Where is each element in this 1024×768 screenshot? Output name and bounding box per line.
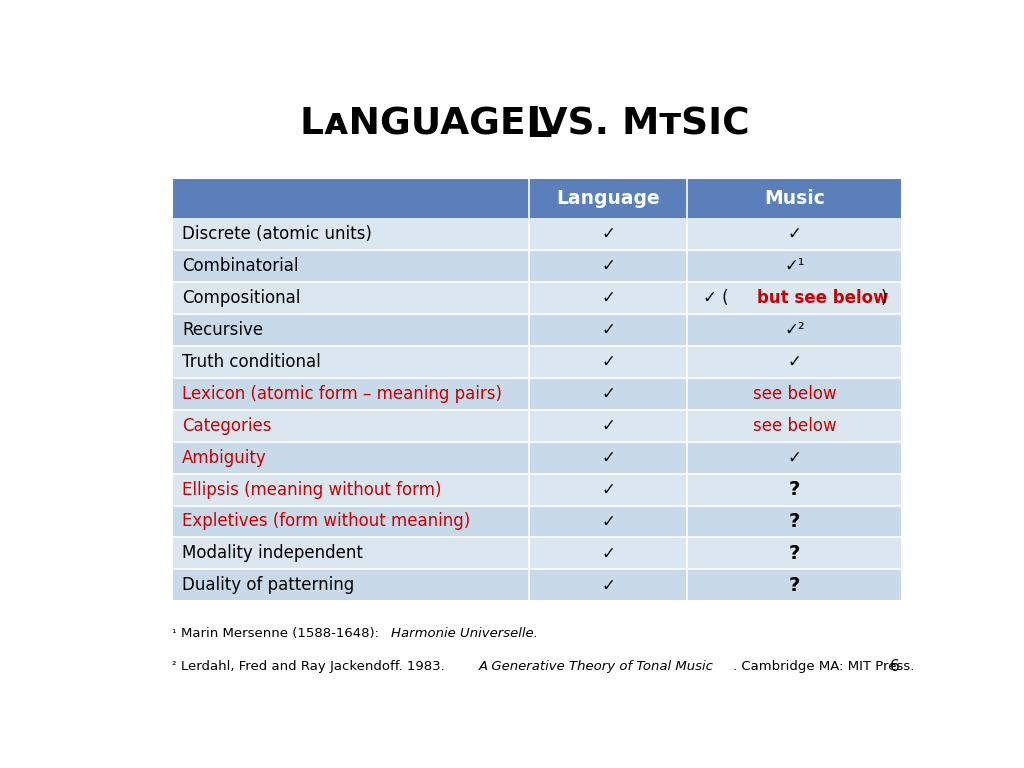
FancyBboxPatch shape [528,250,687,282]
Text: Marin Mersenne (1588-1648):: Marin Mersenne (1588-1648): [181,627,383,641]
FancyBboxPatch shape [172,314,528,346]
FancyBboxPatch shape [687,378,902,409]
Text: ✓: ✓ [601,481,615,498]
FancyBboxPatch shape [172,569,528,601]
Text: ✓: ✓ [601,321,615,339]
Text: ✓: ✓ [601,289,615,307]
Text: Recursive: Recursive [182,321,263,339]
Text: but see below: but see below [758,289,889,307]
FancyBboxPatch shape [172,218,528,250]
FancyBboxPatch shape [172,250,528,282]
FancyBboxPatch shape [172,474,528,505]
Text: Duality of patterning: Duality of patterning [182,576,354,594]
Text: ✓: ✓ [601,225,615,243]
Text: Modality independent: Modality independent [182,545,362,562]
FancyBboxPatch shape [172,178,528,218]
Text: LᴀNGUAGE VS. MᴛSIC: LᴀNGUAGE VS. MᴛSIC [300,107,750,143]
Text: ✓²: ✓² [784,321,805,339]
FancyBboxPatch shape [528,178,687,218]
FancyBboxPatch shape [172,346,528,378]
FancyBboxPatch shape [687,569,902,601]
FancyBboxPatch shape [172,282,528,314]
Text: ✓: ✓ [601,545,615,562]
Text: 6: 6 [890,660,899,674]
Text: ✓: ✓ [787,353,802,371]
Text: Lexicon (atomic form – meaning pairs): Lexicon (atomic form – meaning pairs) [182,385,502,402]
Text: ?: ? [788,544,801,563]
Text: ✓: ✓ [601,512,615,531]
FancyBboxPatch shape [687,314,902,346]
Text: A Generative Theory of Tonal Music: A Generative Theory of Tonal Music [479,660,714,673]
FancyBboxPatch shape [687,442,902,474]
Text: Music: Music [764,188,825,207]
Text: . Cambridge MA: MIT Press.: . Cambridge MA: MIT Press. [733,660,914,673]
Text: ✓¹: ✓¹ [784,257,805,275]
Text: Harmonie Universelle.: Harmonie Universelle. [391,627,539,641]
Text: see below: see below [753,417,837,435]
Text: Discrete (atomic units): Discrete (atomic units) [182,225,372,243]
Text: ✓: ✓ [601,385,615,402]
FancyBboxPatch shape [528,569,687,601]
Text: Ellipsis (meaning without form): Ellipsis (meaning without form) [182,481,441,498]
Text: ✓: ✓ [601,417,615,435]
Text: ✓: ✓ [601,257,615,275]
FancyBboxPatch shape [528,538,687,569]
Text: Ambiguity: Ambiguity [182,449,266,467]
Text: Combinatorial: Combinatorial [182,257,298,275]
FancyBboxPatch shape [687,505,902,538]
Text: ✓: ✓ [787,225,802,243]
Text: Truth conditional: Truth conditional [182,353,321,371]
FancyBboxPatch shape [687,346,902,378]
FancyBboxPatch shape [687,409,902,442]
FancyBboxPatch shape [528,505,687,538]
FancyBboxPatch shape [528,442,687,474]
FancyBboxPatch shape [528,474,687,505]
FancyBboxPatch shape [687,218,902,250]
FancyBboxPatch shape [528,314,687,346]
Text: ?: ? [788,512,801,531]
FancyBboxPatch shape [687,474,902,505]
FancyBboxPatch shape [687,178,902,218]
FancyBboxPatch shape [687,282,902,314]
Text: Language: Language [556,188,660,207]
FancyBboxPatch shape [528,218,687,250]
Text: ²: ² [172,661,176,671]
Text: Expletives (form without meaning): Expletives (form without meaning) [182,512,470,531]
Text: Categories: Categories [182,417,271,435]
Text: L: L [524,104,552,146]
Text: Lerdahl, Fred and Ray Jackendoff. 1983.: Lerdahl, Fred and Ray Jackendoff. 1983. [181,660,450,673]
Text: ✓: ✓ [601,353,615,371]
Text: ✓: ✓ [787,449,802,467]
FancyBboxPatch shape [172,409,528,442]
Text: ?: ? [788,576,801,595]
FancyBboxPatch shape [687,538,902,569]
Text: ✓: ✓ [601,449,615,467]
Text: Compositional: Compositional [182,289,300,307]
FancyBboxPatch shape [528,378,687,409]
FancyBboxPatch shape [687,250,902,282]
Text: ): ) [881,289,887,307]
Text: ?: ? [788,480,801,499]
FancyBboxPatch shape [172,378,528,409]
FancyBboxPatch shape [528,282,687,314]
FancyBboxPatch shape [172,505,528,538]
FancyBboxPatch shape [172,538,528,569]
FancyBboxPatch shape [528,346,687,378]
Text: ¹: ¹ [172,629,176,639]
Text: ✓ (: ✓ ( [703,289,729,307]
FancyBboxPatch shape [172,442,528,474]
FancyBboxPatch shape [528,409,687,442]
Text: ✓: ✓ [601,576,615,594]
Text: see below: see below [753,385,837,402]
